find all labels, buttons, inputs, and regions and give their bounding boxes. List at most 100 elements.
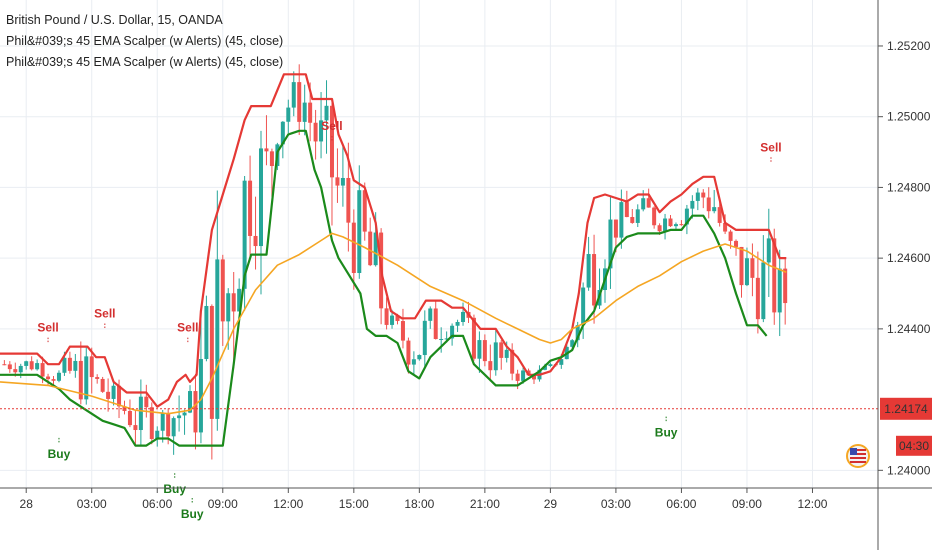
candle-body	[329, 105, 334, 178]
candle-body	[138, 396, 143, 431]
candle-body	[433, 308, 438, 339]
candle-body	[84, 356, 89, 400]
candle-body	[772, 238, 777, 313]
candle-body	[624, 202, 629, 218]
x-tick-label: 28	[20, 497, 34, 511]
candle-body	[269, 151, 274, 167]
candle-body	[78, 360, 83, 400]
candle-body	[335, 177, 340, 186]
x-tick-label: 12:00	[797, 497, 827, 511]
legend-symbol: British Pound / U.S. Dollar, 15, OANDA	[6, 13, 223, 27]
x-tick-label: 29	[544, 497, 558, 511]
candle-body	[521, 370, 526, 381]
candle-body	[160, 413, 165, 431]
candle-body	[471, 317, 476, 359]
candle-body	[324, 105, 329, 121]
indicator-lines	[0, 73, 787, 447]
x-tick-label: 09:00	[732, 497, 762, 511]
signal-buy: Buy	[181, 507, 204, 521]
candle-body	[761, 262, 766, 320]
candle-body	[373, 232, 378, 266]
signal-sell: Sell	[94, 306, 115, 320]
candle-body	[106, 391, 111, 399]
candle-body	[712, 207, 717, 212]
candle-body	[209, 305, 214, 419]
us-flag-icon	[846, 444, 870, 468]
candle-body	[657, 225, 662, 232]
signal-buy: Buy	[48, 447, 71, 461]
candle-body	[504, 349, 509, 358]
signal-sell: Sell	[321, 119, 342, 133]
candle-body	[744, 258, 749, 286]
candle-body	[73, 360, 78, 371]
candle-body	[7, 364, 12, 370]
candle-body	[619, 202, 624, 238]
candle-body	[739, 246, 744, 286]
candle-body	[111, 385, 116, 399]
signal-buy: Buy	[655, 426, 678, 440]
candle-body	[646, 198, 651, 208]
candle-body	[35, 363, 40, 370]
candle-body	[428, 308, 433, 321]
candle-body	[198, 358, 203, 433]
candle-body	[13, 369, 18, 373]
candle-body	[313, 122, 318, 142]
candle-body	[586, 254, 591, 288]
candle-body	[89, 356, 94, 378]
candle-body	[652, 207, 657, 226]
y-tick-label: 1.24000	[887, 463, 931, 477]
candle-body	[149, 407, 154, 439]
candle-body	[395, 315, 400, 322]
candle-body	[127, 410, 132, 426]
candle-body	[548, 364, 553, 366]
candle-body	[231, 293, 236, 312]
signal-sell: Sell	[177, 321, 198, 335]
candle-body	[291, 82, 296, 108]
candle-body	[319, 120, 324, 142]
candle-body	[286, 107, 291, 122]
candle-body	[56, 372, 61, 381]
candle-body	[701, 192, 706, 198]
candle-body	[220, 259, 225, 322]
candle-body	[346, 177, 351, 223]
candle-body	[679, 224, 684, 226]
candle-body	[2, 364, 7, 366]
candle-body	[777, 268, 782, 313]
candle-body	[690, 200, 695, 209]
candle-body	[673, 224, 678, 227]
candle-body	[40, 363, 45, 377]
candle-body	[182, 412, 187, 416]
signal-buy: Buy	[163, 482, 186, 496]
chart-grid	[0, 0, 878, 488]
candle-body	[668, 218, 673, 227]
last-price-label: 1.24174	[884, 402, 928, 416]
candle-body	[384, 308, 389, 325]
candle-body	[723, 222, 728, 232]
candle-body	[559, 359, 564, 365]
candle-body	[695, 192, 700, 201]
signal-markers: Sell Buy Sell Sell Buy Buy Sell Buy Sell	[37, 119, 781, 521]
candle-body	[635, 209, 640, 223]
candle-body	[351, 222, 356, 273]
candle-body	[340, 177, 345, 186]
countdown-badge	[896, 435, 932, 456]
candle-body	[177, 415, 182, 419]
signal-sell: Sell	[760, 140, 781, 154]
x-tick-label: 03:00	[77, 497, 107, 511]
candle-body	[400, 321, 405, 341]
candle-body	[417, 355, 422, 360]
x-tick-label: 18:00	[404, 497, 434, 511]
series-line-ema	[0, 232, 787, 415]
series-line-lower	[0, 129, 768, 447]
candle-body	[155, 430, 160, 439]
candle-body	[133, 425, 138, 431]
candle-body	[248, 180, 253, 236]
candle-body	[100, 378, 105, 392]
y-tick-label: 1.24800	[887, 180, 931, 194]
candle-body	[171, 418, 176, 437]
candle-body	[258, 148, 263, 247]
candle-body	[253, 235, 258, 247]
x-tick-label: 15:00	[339, 497, 369, 511]
candle-body	[297, 82, 302, 122]
